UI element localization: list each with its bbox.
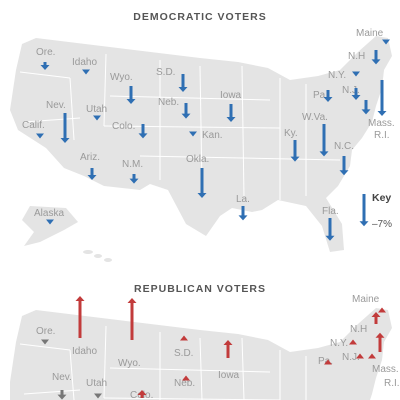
state-label-pa: Pa. xyxy=(313,90,328,101)
change-arrow-n-j xyxy=(351,88,361,100)
state-label-ky: Ky. xyxy=(284,128,298,139)
state-label-la: La. xyxy=(236,194,250,205)
state-label-calif: Calif. xyxy=(22,120,45,131)
change-arrow-okla xyxy=(197,168,207,198)
state-label-neb: Neb. xyxy=(174,378,195,389)
change-arrow-ky xyxy=(290,140,300,162)
democratic-voters-panel: DEMOCRATIC VOTERS Ore. Idaho Calif. Nev. Uta… xyxy=(10,11,395,262)
key-value: –7% xyxy=(372,219,392,230)
change-arrow-pa xyxy=(323,90,333,102)
change-arrow-wyo xyxy=(127,298,137,340)
change-arrow-n-m xyxy=(129,174,139,184)
state-label-n-j: N.J. xyxy=(342,352,360,363)
state-label-colo: Colo. xyxy=(112,121,135,132)
panel-title-democratic: DEMOCRATIC VOTERS xyxy=(133,11,267,23)
change-marker-s-d xyxy=(180,335,188,341)
state-label-r-i: R.I. xyxy=(384,378,400,389)
hawaii-landmass xyxy=(83,250,112,262)
state-label-n-y: N.Y. xyxy=(328,70,346,81)
state-label-n-c: N.C. xyxy=(334,141,354,152)
state-label-idaho: Idaho xyxy=(72,57,97,68)
change-arrow-iowa xyxy=(223,340,233,358)
change-marker-alaska xyxy=(46,219,54,225)
state-label-maine: Maine xyxy=(352,294,380,305)
change-marker-idaho xyxy=(82,69,90,75)
change-arrow-n-c xyxy=(339,156,349,176)
change-arrow-idaho xyxy=(75,296,85,338)
key-arrow-icon xyxy=(359,194,369,227)
alaska-landmass xyxy=(22,206,78,246)
state-label-r-i: R.I. xyxy=(374,130,390,141)
state-label-maine: Maine xyxy=(356,28,384,39)
state-label-ore: Ore. xyxy=(36,326,55,337)
state-label-kan: Kan. xyxy=(202,130,223,141)
change-arrow-iowa xyxy=(226,104,236,122)
change-marker-n-y xyxy=(349,339,357,345)
change-arrow-fla xyxy=(325,218,335,241)
change-arrow-s-d xyxy=(178,74,188,92)
state-label-idaho: Idaho xyxy=(72,346,97,357)
change-arrow-nev xyxy=(57,390,67,400)
state-label-mass: Mass. xyxy=(372,364,399,375)
state-label-wyo: Wyo. xyxy=(110,72,133,83)
change-arrow-wyo xyxy=(126,86,136,104)
state-label-n-j: N.J. xyxy=(342,85,360,96)
change-marker-pa xyxy=(324,359,332,365)
state-label-nev: Nev. xyxy=(52,372,72,383)
change-marker-maine xyxy=(378,307,386,313)
state-label-utah: Utah xyxy=(86,104,107,115)
state-label-mass: Mass. xyxy=(368,118,395,129)
state-label-ariz: Ariz. xyxy=(80,152,100,163)
change-marker-r-i xyxy=(368,353,376,359)
change-marker-neb xyxy=(182,375,190,381)
panel-title-republican: REPUBLICAN VOTERS xyxy=(134,283,266,295)
change-marker-n-j xyxy=(356,353,364,359)
change-marker-n-y xyxy=(352,71,360,77)
change-marker-maine xyxy=(382,39,390,45)
state-label-wyo: Wyo. xyxy=(118,358,141,369)
state-label-pa: Pa. xyxy=(318,356,333,367)
democratic-voters-map: Ore. Idaho Calif.Nev. Utah Wyo. Colo. Ariz. N.M… xyxy=(10,28,395,262)
change-arrow-colo xyxy=(138,124,148,139)
change-marker-ore xyxy=(41,339,49,345)
change-arrow-w-va xyxy=(319,124,329,157)
change-arrow-neb xyxy=(181,103,191,119)
change-arrow-n-h xyxy=(371,50,381,65)
republican-voters-panel: REPUBLICAN VOTERS Ore.IdahoWyo.Nev.UtahC… xyxy=(0,272,400,400)
key-title: Key xyxy=(372,192,391,204)
change-arrow-la xyxy=(238,206,248,221)
change-arrow-nev xyxy=(60,113,70,143)
state-label-iowa: Iowa xyxy=(220,90,242,101)
state-label-n-m: N.M. xyxy=(122,159,143,170)
change-marker-utah xyxy=(93,115,101,121)
change-marker-utah xyxy=(94,393,102,399)
change-arrow-ariz xyxy=(87,168,97,180)
change-arrow-n-h xyxy=(371,312,381,324)
state-label-neb: Neb. xyxy=(158,97,179,108)
change-marker-kan xyxy=(189,131,197,137)
change-arrow-mass xyxy=(375,332,385,352)
state-label-s-d: S.D. xyxy=(156,67,175,78)
state-label-okla: Okla. xyxy=(186,154,209,165)
state-label-ore: Ore. xyxy=(36,47,55,58)
state-label-utah: Utah xyxy=(86,378,107,389)
state-label-n-y: N.Y. xyxy=(330,338,348,349)
state-label-n-h: N.H xyxy=(350,324,367,335)
republican-voters-map: Ore.IdahoWyo.Nev.UtahColo.S.D.Neb.IowaMa… xyxy=(10,294,400,400)
change-arrow-ore xyxy=(40,62,50,70)
change-marker-calif xyxy=(36,133,44,139)
state-label-iowa: Iowa xyxy=(218,370,240,381)
state-label-n-h: N.H xyxy=(348,51,365,62)
state-label-s-d: S.D. xyxy=(174,348,193,359)
state-label-fla: Fla. xyxy=(322,206,339,217)
map-key: Key –7% xyxy=(359,192,392,230)
state-borders xyxy=(19,53,341,200)
state-label-alaska: Alaska xyxy=(34,208,64,219)
state-label-nev: Nev. xyxy=(46,100,66,111)
change-arrow-colo xyxy=(137,390,147,398)
change-arrow-mass xyxy=(377,80,387,116)
change-arrow-r-i xyxy=(361,100,371,115)
state-label-w-va: W.Va. xyxy=(302,112,328,123)
